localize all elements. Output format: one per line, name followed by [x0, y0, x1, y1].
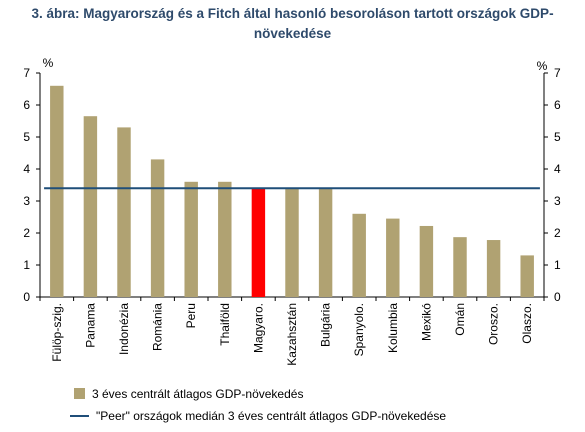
- y-tick-label-right: 3: [554, 194, 561, 208]
- bar: [83, 116, 98, 297]
- y-tick-label-right: 2: [554, 226, 561, 240]
- x-tick-labels: Fülöp-szig. Panama Indonézia Románia Peru Tha…: [50, 303, 534, 366]
- chart-title-line-2: növekedése: [253, 26, 332, 41]
- legend-swatch-bars: [74, 388, 85, 399]
- x-tick-label: Omán: [453, 303, 467, 336]
- x-tick-label: Magyaro.: [251, 303, 265, 353]
- y-tick-label-right: 6: [554, 98, 561, 112]
- legend: 3 éves centrált átlagos GDP-növekedés "Pe…: [70, 387, 446, 423]
- x-tick-label: Kolumbia: [386, 303, 400, 353]
- bar: [251, 188, 266, 297]
- y-tick-label-left: 3: [23, 194, 30, 208]
- y-tick-label-right: 5: [554, 130, 561, 144]
- y-tick-label-right: 0: [554, 290, 561, 304]
- bar: [419, 225, 434, 297]
- legend-label-bars: 3 éves centrált átlagos GDP-növekedés: [92, 387, 303, 401]
- chart-title: 3. ábra: Magyarország és a Fitch által h…: [0, 4, 585, 44]
- bar: [285, 188, 299, 297]
- bar: [184, 181, 198, 297]
- x-tick-label: Olaszo.: [520, 303, 534, 344]
- x-tick-label: Fülöp-szig.: [50, 303, 64, 362]
- x-tick-label: Panama: [83, 303, 97, 348]
- y-tick-label-left: 5: [23, 130, 30, 144]
- bars-group: [50, 85, 534, 298]
- y-tick-label-left: 4: [23, 162, 30, 176]
- y-tick-label-left: 6: [23, 98, 30, 112]
- bar: [218, 181, 232, 297]
- x-tick-label: Oroszo.: [487, 303, 501, 345]
- bar: [117, 127, 131, 298]
- x-tick-label: Spanyolo.: [352, 303, 366, 356]
- y-tick-label-right: 1: [554, 258, 561, 272]
- y-tick-label-right: 7: [554, 66, 561, 80]
- y-tick-label-left: 0: [23, 290, 30, 304]
- bar: [50, 85, 64, 297]
- x-tick-label: Kazahsztán: [285, 303, 299, 366]
- x-tick-label: Mexikó: [419, 303, 433, 341]
- x-tick-label: Thaiföld: [218, 303, 232, 346]
- bar: [352, 213, 366, 297]
- x-tick-label: Bulgária: [319, 303, 333, 347]
- y-tick-label-right: 4: [554, 162, 561, 176]
- bar: [520, 255, 534, 297]
- legend-label-line: "Peer" országok medián 3 éves centrált á…: [96, 409, 446, 423]
- x-tick-label: Románia: [151, 303, 165, 351]
- y-axis-unit-right: %: [537, 59, 548, 73]
- chart-title-line-1: 3. ábra: Magyarország és a Fitch által h…: [31, 6, 554, 21]
- bar: [318, 188, 333, 297]
- bar: [150, 159, 165, 297]
- y-tick-label-left: 7: [23, 66, 30, 80]
- y-tick-label-left: 2: [23, 226, 30, 240]
- bar: [486, 240, 501, 297]
- bar: [453, 237, 467, 297]
- bar: [386, 218, 400, 297]
- x-tick-label: Indonézia: [117, 303, 131, 355]
- y-axis-unit-left: %: [43, 56, 54, 70]
- y-tick-label-left: 1: [23, 258, 30, 272]
- x-tick-label: Peru: [184, 303, 198, 328]
